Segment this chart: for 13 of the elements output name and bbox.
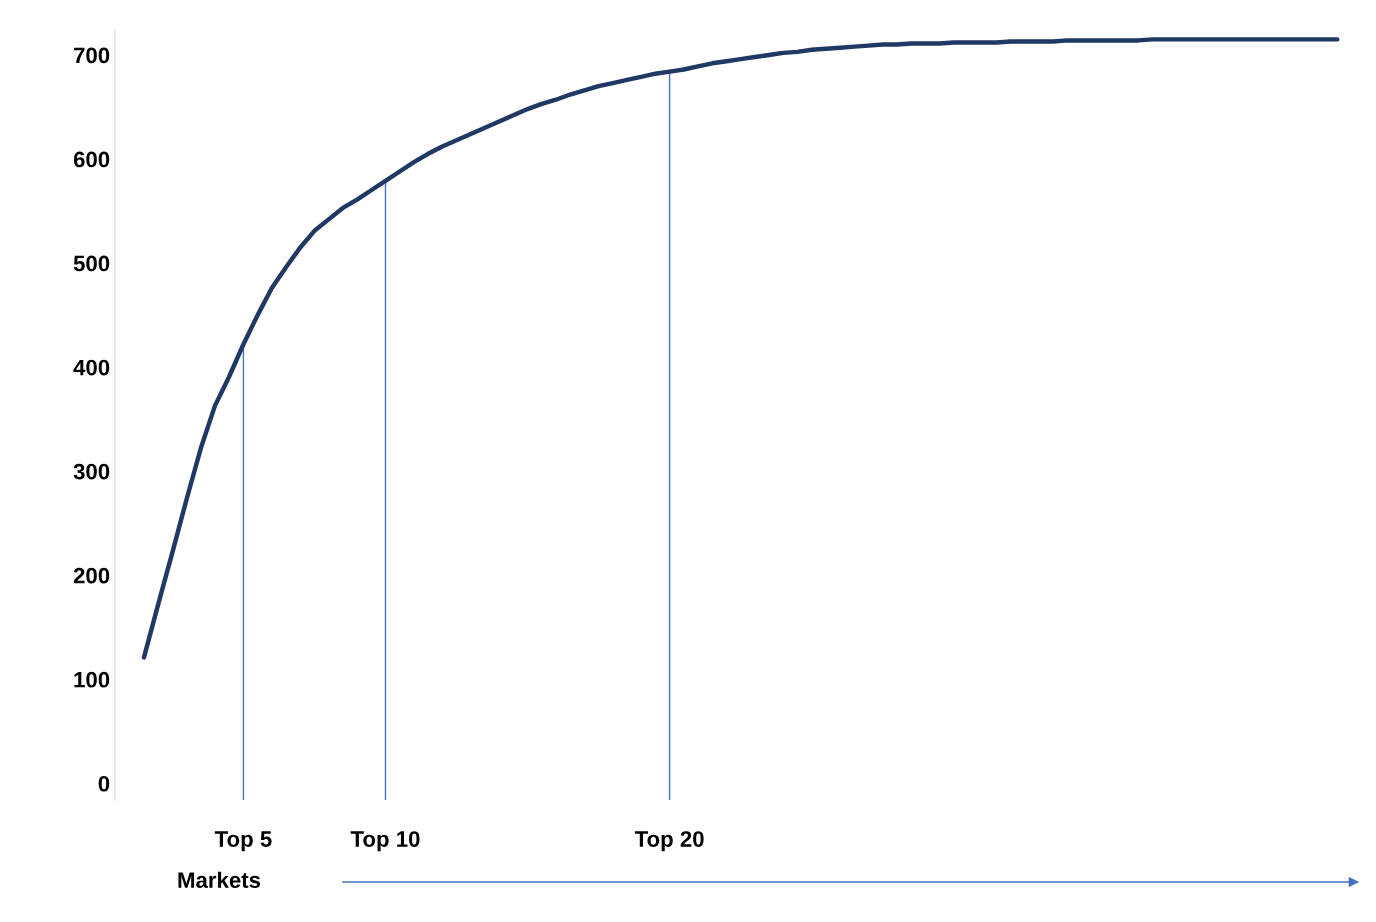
x-axis-title: Markets (178, 871, 261, 888)
x-tick-label: Top 10 (350, 831, 420, 852)
y-tick-label: 0 (98, 775, 110, 792)
line-series (141, 37, 1340, 660)
x-tick-label: Top 5 (214, 831, 272, 852)
y-tick-label: 500 (73, 255, 110, 272)
y-tick-label: 200 (73, 567, 110, 584)
x-tick-label: Top 20 (634, 831, 704, 852)
y-tick-label: 100 (74, 671, 110, 688)
y-tick-label: 600 (73, 151, 110, 168)
y-tick-label: 300 (73, 463, 110, 480)
y-tick-label: 400 (73, 359, 110, 376)
y-tick-label: 700 (74, 47, 110, 64)
